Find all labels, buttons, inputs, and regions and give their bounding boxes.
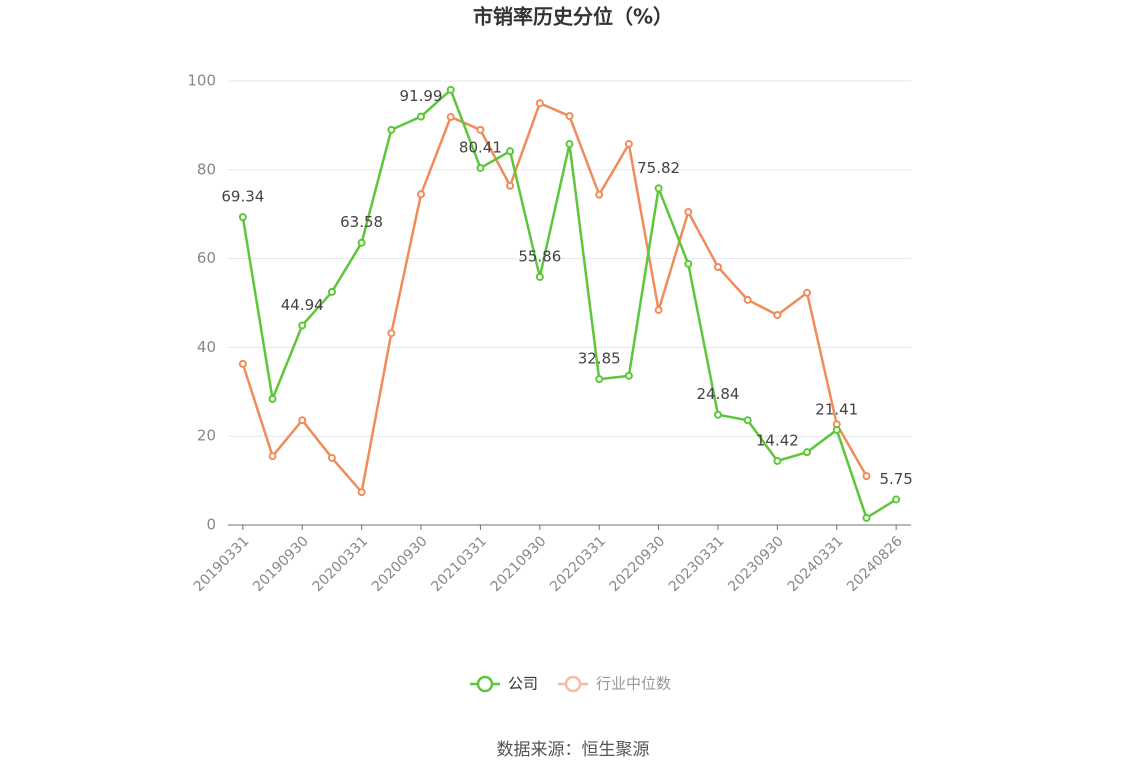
data-label: 24.84 xyxy=(697,385,740,403)
x-tick-label: 20240826 xyxy=(844,533,906,595)
data-point xyxy=(565,112,574,121)
data-label: 44.94 xyxy=(281,296,324,314)
data-point xyxy=(238,213,247,222)
source-note: 数据来源：恒生聚源 xyxy=(497,740,650,760)
data-label: 63.58 xyxy=(340,213,383,231)
data-point xyxy=(446,112,455,121)
data-point xyxy=(773,310,782,319)
x-tick-label: 20240331 xyxy=(785,533,847,595)
x-tick-label: 20220930 xyxy=(607,533,669,595)
data-point xyxy=(387,329,396,338)
data-point xyxy=(357,238,366,247)
data-point xyxy=(298,321,307,330)
x-tick-label: 20230331 xyxy=(666,533,728,595)
x-tick-label: 20220331 xyxy=(547,533,609,595)
y-tick-label: 0 xyxy=(206,516,216,534)
data-point xyxy=(535,99,544,108)
data-point xyxy=(535,272,544,281)
series-line xyxy=(241,101,868,495)
data-point xyxy=(803,288,812,297)
legend-marker xyxy=(564,675,582,693)
data-point xyxy=(327,287,336,296)
data-point xyxy=(417,190,426,199)
data-point xyxy=(268,394,277,403)
data-point xyxy=(506,181,515,190)
data-point xyxy=(743,295,752,304)
data-point xyxy=(684,207,693,216)
data-point xyxy=(624,140,633,149)
data-point xyxy=(357,488,366,497)
x-tick-label: 20200331 xyxy=(310,533,372,595)
data-label: 75.82 xyxy=(637,159,680,177)
chart-title: 市销率历史分位（%） xyxy=(473,5,673,29)
x-tick-label: 20210930 xyxy=(488,533,550,595)
series-line xyxy=(241,87,897,520)
data-point xyxy=(773,456,782,465)
data-label: 21.41 xyxy=(815,400,858,418)
data-label: 55.86 xyxy=(518,247,561,265)
y-tick-label: 80 xyxy=(197,160,216,178)
y-tick-label: 60 xyxy=(197,249,216,267)
y-tick-label: 40 xyxy=(197,338,216,356)
x-tick-label: 20190331 xyxy=(191,533,253,595)
data-point xyxy=(595,190,604,199)
data-point xyxy=(743,416,752,425)
legend-label: 公司 xyxy=(508,675,538,693)
data-point xyxy=(862,513,871,522)
data-point xyxy=(832,425,841,434)
data-point xyxy=(803,448,812,457)
data-point xyxy=(654,306,663,315)
data-point xyxy=(476,125,485,134)
data-label: 14.42 xyxy=(756,431,799,449)
data-label: 5.75 xyxy=(879,470,912,488)
x-tick-label: 20190930 xyxy=(250,533,312,595)
data-label: 80.41 xyxy=(459,138,502,156)
data-label: 91.99 xyxy=(400,87,443,105)
x-tick-label: 20210331 xyxy=(428,533,490,595)
legend-marker xyxy=(476,675,494,693)
data-point xyxy=(476,163,485,172)
data-point xyxy=(684,259,693,268)
data-point xyxy=(238,359,247,368)
data-point xyxy=(387,125,396,134)
data-point xyxy=(862,472,871,481)
data-point xyxy=(713,410,722,419)
data-point xyxy=(268,452,277,461)
data-label: 32.85 xyxy=(578,350,621,368)
legend-label: 行业中位数 xyxy=(596,675,671,693)
data-point xyxy=(595,375,604,384)
data-point xyxy=(565,140,574,149)
data-point xyxy=(624,371,633,380)
y-tick-label: 100 xyxy=(187,72,216,90)
data-point xyxy=(892,495,901,504)
data-point xyxy=(654,184,663,193)
data-point xyxy=(327,453,336,462)
y-tick-label: 20 xyxy=(197,427,216,445)
data-point xyxy=(417,112,426,121)
data-point xyxy=(713,263,722,272)
data-label: 69.34 xyxy=(221,188,264,206)
x-tick-label: 20230930 xyxy=(725,533,787,595)
data-point xyxy=(298,416,307,425)
data-point xyxy=(506,147,515,156)
data-point xyxy=(446,85,455,94)
x-tick-label: 20200930 xyxy=(369,533,431,595)
